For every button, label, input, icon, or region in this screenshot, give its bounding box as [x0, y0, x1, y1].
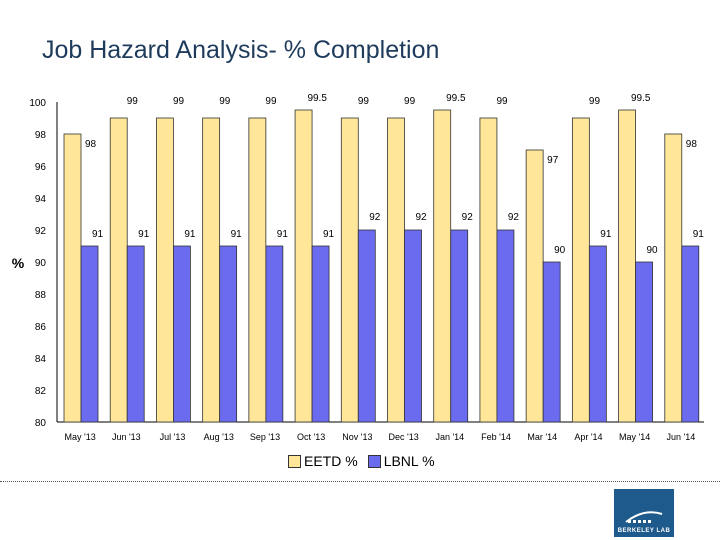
data-label-lbnl: 91 — [138, 229, 150, 240]
lab-building-icon — [625, 511, 663, 523]
bar — [479, 117, 498, 423]
data-label-lbnl: 91 — [92, 229, 104, 240]
y-tick-label: 80 — [35, 418, 47, 429]
legend-swatch-lbnl — [367, 454, 381, 468]
bar — [109, 117, 128, 423]
data-label-lbnl: 91 — [277, 229, 289, 240]
x-tick-label: Dec '13 — [388, 432, 418, 442]
bar — [681, 245, 700, 423]
data-label-eetd: 97 — [547, 155, 559, 166]
bar — [311, 245, 330, 423]
data-label-lbnl: 92 — [415, 212, 427, 223]
x-tick-label: Feb '14 — [481, 432, 511, 442]
y-tick-label: 94 — [35, 194, 47, 205]
y-tick-label: 100 — [29, 98, 46, 109]
data-label-lbnl: 91 — [231, 229, 243, 240]
y-tick-label: 92 — [35, 226, 47, 237]
bar — [664, 133, 683, 423]
data-label-eetd: 99 — [589, 96, 601, 107]
data-label-eetd: 99 — [404, 96, 416, 107]
bar — [173, 245, 191, 423]
data-label-lbnl: 90 — [647, 245, 659, 256]
data-label-lbnl: 92 — [508, 212, 520, 223]
y-tick-label: 96 — [35, 162, 47, 173]
x-tick-label: May '14 — [619, 432, 650, 442]
bar — [156, 117, 174, 423]
y-tick-label: 84 — [35, 354, 47, 365]
data-label-eetd: 99 — [496, 96, 508, 107]
bar — [294, 109, 313, 423]
x-tick-label: Jun '13 — [112, 432, 141, 442]
x-tick-label: Jul '13 — [160, 432, 186, 442]
x-tick-label: Jun '14 — [667, 432, 696, 442]
bar — [265, 245, 284, 423]
data-label-lbnl: 91 — [323, 229, 335, 240]
x-tick-label: Nov '13 — [342, 432, 372, 442]
bar — [340, 117, 359, 423]
data-label-lbnl: 91 — [693, 229, 705, 240]
bar — [450, 229, 469, 423]
bar — [588, 245, 607, 423]
bar — [618, 109, 636, 423]
legend-swatch-eetd — [288, 454, 301, 468]
bar — [387, 117, 405, 423]
x-tick-label: Mar '14 — [527, 432, 557, 442]
bar-chart: 80 82 84 86 88 90 92 94 96 98 100% May '13 Jun '13 Ju… — [12, 93, 705, 442]
y-tick-label: 98 — [35, 130, 47, 141]
bar — [248, 117, 267, 423]
x-tick-label: Apr '14 — [574, 432, 602, 442]
bar — [635, 261, 653, 423]
bar — [80, 245, 99, 423]
x-tick-label: Aug '13 — [204, 432, 234, 442]
legend-item-lbnl: LBNL % — [367, 453, 435, 469]
chart-legend: EETD % LBNL % — [288, 453, 435, 469]
data-label-lbnl: 92 — [369, 212, 381, 223]
bar — [525, 149, 544, 423]
data-label-lbnl: 91 — [600, 229, 612, 240]
data-label-eetd: 99.5 — [631, 93, 651, 104]
footer-divider — [0, 481, 720, 482]
x-tick-label: May '13 — [64, 432, 95, 442]
data-label-lbnl: 92 — [462, 212, 474, 223]
bar — [496, 229, 515, 423]
y-tick-label: 82 — [35, 386, 47, 397]
data-label-eetd: 99 — [173, 96, 185, 107]
x-tick-label: Sep '13 — [250, 432, 280, 442]
data-label-eetd: 98 — [686, 139, 698, 150]
data-label-eetd: 99 — [265, 96, 277, 107]
data-label-eetd: 99 — [127, 96, 139, 107]
y-axis-label: % — [12, 255, 25, 271]
legend-item-eetd: EETD % — [288, 453, 358, 469]
data-label-eetd: 99 — [219, 96, 231, 107]
logo-text: BERKELEY LAB — [617, 528, 671, 534]
bar — [571, 117, 590, 423]
chart-title: Job Hazard Analysis- % Completion — [42, 36, 440, 64]
legend-label-eetd: EETD % — [304, 453, 358, 469]
bar — [126, 245, 145, 423]
bar — [202, 117, 221, 423]
bar — [433, 109, 452, 423]
data-label-lbnl: 90 — [554, 245, 566, 256]
x-tick-label: Jan '14 — [435, 432, 464, 442]
berkeley-lab-logo: BERKELEY LAB — [614, 489, 674, 537]
x-tick-label: Oct '13 — [297, 432, 325, 442]
data-label-eetd: 99.5 — [307, 93, 327, 104]
bar — [219, 245, 238, 423]
data-label-lbnl: 91 — [184, 229, 196, 240]
bar — [357, 229, 376, 423]
y-tick-label: 90 — [35, 258, 47, 269]
data-label-eetd: 98 — [85, 139, 97, 150]
data-label-eetd: 99 — [358, 96, 370, 107]
data-label-eetd: 99.5 — [446, 93, 466, 104]
bar — [404, 229, 422, 423]
y-tick-label: 88 — [35, 290, 47, 301]
legend-label-lbnl: LBNL % — [383, 453, 435, 469]
y-tick-label: 86 — [35, 322, 47, 333]
bar — [63, 133, 82, 423]
bar — [542, 261, 561, 423]
